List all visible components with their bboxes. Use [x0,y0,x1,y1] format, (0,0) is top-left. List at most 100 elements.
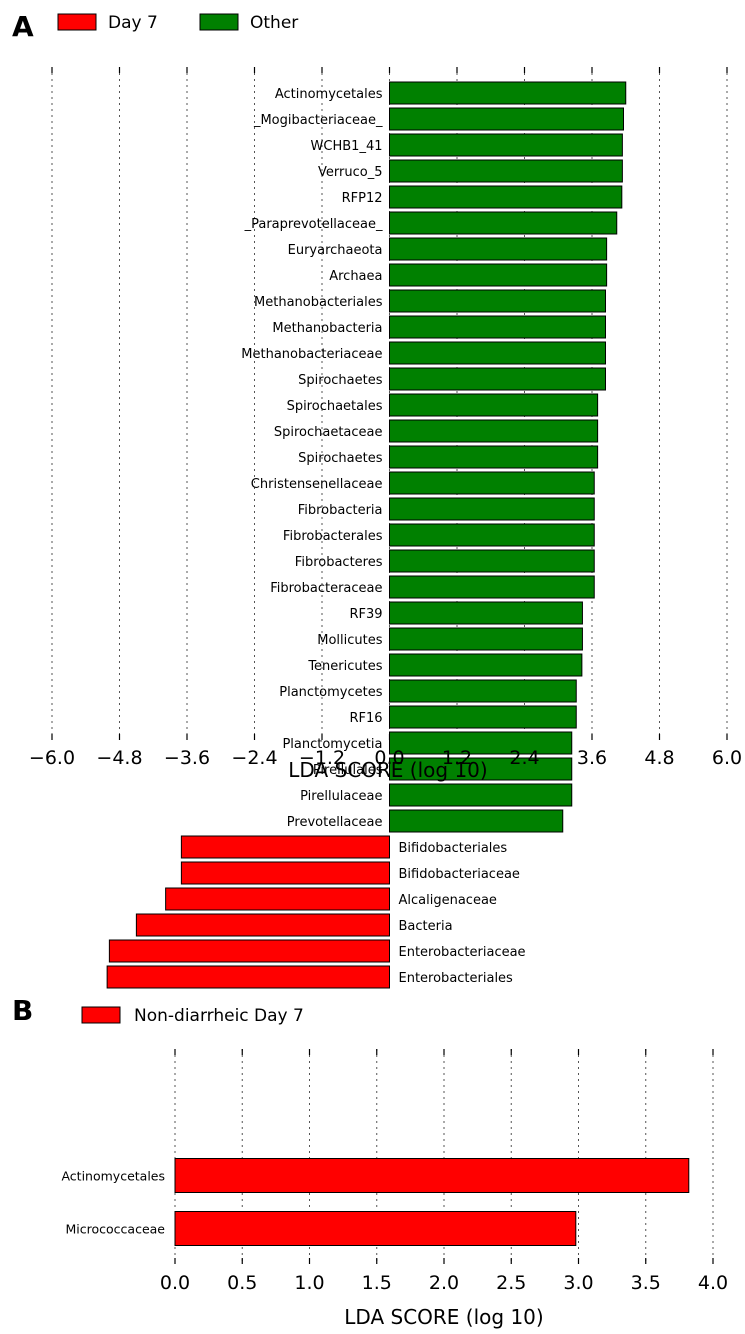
panel-a-bar-label: Pirellulaceae [300,789,382,804]
panel-a-bar-label: Euryarchaeota [288,243,383,258]
panel-a-bar [389,393,599,417]
panel-a-bar [389,211,618,235]
legend-other-label: Other [250,13,298,33]
panel-b-x-tick-label: 1.0 [294,1272,324,1294]
panel-b-bar-labels: Actinomycetales Micrococcaceae [61,1169,165,1237]
panel-a-letter: A [12,10,34,43]
panel-b-x-tick-label: 3.0 [563,1272,593,1294]
panel-a-bar [389,263,608,287]
panel-b-letter: B [12,994,33,1027]
legend-day7-swatch [57,13,97,31]
panel-a-bar [389,341,606,365]
panel-b-x-tick-label: 2.5 [496,1272,526,1294]
panel-a-bar [389,497,595,521]
panel-a-bar [180,861,390,885]
panel-a-x-tick-label: −2.4 [231,747,277,769]
panel-a-bar [389,81,627,105]
panel-b-x-tick-label: 3.5 [631,1272,661,1294]
panel-a-x-tick-label: −3.6 [164,747,210,769]
panel-a-x-tick-label: 2.4 [509,747,539,769]
panel-a-bar [389,133,623,157]
panel-a-bar [389,107,624,131]
panel-a-x-tick-label: 1.2 [442,747,472,769]
panel-a-bar [106,965,390,989]
panel-b-x-tick-label: 2.0 [429,1272,459,1294]
panel-a-bar-label: WCHB1_41 [311,139,383,154]
panel-a-bar-label: Actinomycetales [275,87,383,102]
panel-a-bar-label: Alcaligenaceae [399,893,497,908]
panel-a-bar [165,887,390,911]
panel-a-bar-label: _Paraprevotellaceae_ [244,217,383,232]
panel-a-bar [389,471,595,495]
panel-a-bar [389,419,599,443]
panel-a-bars [106,81,627,989]
panel-b-x-tick-label: 0.0 [160,1272,190,1294]
panel-a-bar-label: RF16 [349,711,382,726]
panel-a-bar-label: Tenericutes [307,659,382,674]
panel-a-bar-label: Fibrobacteraceae [270,581,382,596]
panel-b-x-ticks: 0.0 0.5 1.0 1.5 2.0 2.5 3.0 3.5 4.0 [160,1272,728,1294]
panel-a-bar-label: Fibrobacteria [298,503,383,518]
panel-b-x-tick-label: 1.5 [362,1272,392,1294]
panel-a-bar [389,783,573,807]
panel-a-bar [389,653,583,677]
panel-a-x-tick-label: 4.8 [644,747,674,769]
panel-a-bar-label: RF39 [349,607,382,622]
panel-a-bar [389,627,583,651]
panel-a-x-tick-label: 6.0 [712,747,742,769]
panel-a-x-ticks: −6.0 −4.8 −3.6 −2.4 −1.2 0.0 1.2 2.4 3.6 4.8 6.0 [29,747,742,769]
panel-a-x-tick-label: −6.0 [29,747,75,769]
panel-a-bar-label: Archaea [329,269,382,284]
panel-a-bar-label: Spirochaetaceae [274,425,383,440]
panel-a-bar [389,731,573,755]
panel-a-x-tick-label: 0.0 [374,747,404,769]
panel-b-bar [174,1211,577,1246]
panel-b-x-axis-title: LDA SCORE (log 10) [344,1305,543,1329]
panel-a-bar [389,445,599,469]
panel-a-bar [389,809,564,833]
panel-a-bar-label: Pirellulales [313,763,383,778]
panel-a-bar-label: Methanobacteriales [254,295,383,310]
legend-nondiarrheic-label: Non-diarrheic Day 7 [134,1006,304,1026]
panel-b-bars [174,1158,690,1246]
panel-a-x-tick-label: −4.8 [96,747,142,769]
panel-a-bar-label: _Mogibacteriaceae_ [253,113,383,128]
legend-nondiarrheic-swatch [81,1006,121,1024]
panel-b-grid [174,1049,714,1264]
legend-day7-label: Day 7 [108,13,158,33]
panel-b-legend: Non-diarrheic Day 7 [81,1006,304,1026]
panel-a-bar [389,315,606,339]
panel-b-bar-label: Micrococcaceae [66,1222,166,1237]
panel-a-x-axis-title: LDA SCORE (log 10) [288,758,487,782]
panel-b-x-tick-label: 4.0 [698,1272,728,1294]
panel-a-bar-label: Fibrobacterales [283,529,383,544]
panel-a-bar-labels: Actinomycetales _Mogibacteriaceae_ WCHB1_4… [241,87,525,986]
panel-b-bar [174,1158,690,1193]
panel-a-bar-label: Prevotellaceae [287,815,383,830]
panel-a-x-tick-label: −1.2 [299,747,345,769]
panel-a-bar [389,575,595,599]
panel-a-bar-label: Methanobacteria [272,321,382,336]
legend-other-swatch [199,13,239,31]
panel-a-bar-label: Bifidobacteriaceae [399,867,520,882]
panel-a-legend: Day 7 Other [57,13,298,33]
panel-a-bar [389,757,573,781]
panel-a-bar-label: Enterobacteriales [399,971,514,986]
panel-a-bar [389,367,606,391]
panel-a-bar [389,237,608,261]
panel-a-bar-label: Spirochaetes [298,373,383,388]
panel-a-bar [389,185,623,209]
panel-b-bar-label: Actinomycetales [61,1169,165,1184]
panel-a-bar-label: Methanobacteriaceae [241,347,382,362]
panel-a-bar [180,835,390,859]
panel-a-bar-label: Bacteria [399,919,453,934]
panel-a-bar [108,939,390,963]
panel-a-bar-label: Spirochaetales [287,399,383,414]
panel-a-bar [135,913,390,937]
panel-a-x-tick-label: 3.6 [577,747,607,769]
panel-a-bar-label: Enterobacteriaceae [399,945,526,960]
panel-a-bar-label: RFP12 [342,191,383,206]
panel-a-bar-label: Spirochaetes [298,451,383,466]
panel-a-bar [389,705,577,729]
